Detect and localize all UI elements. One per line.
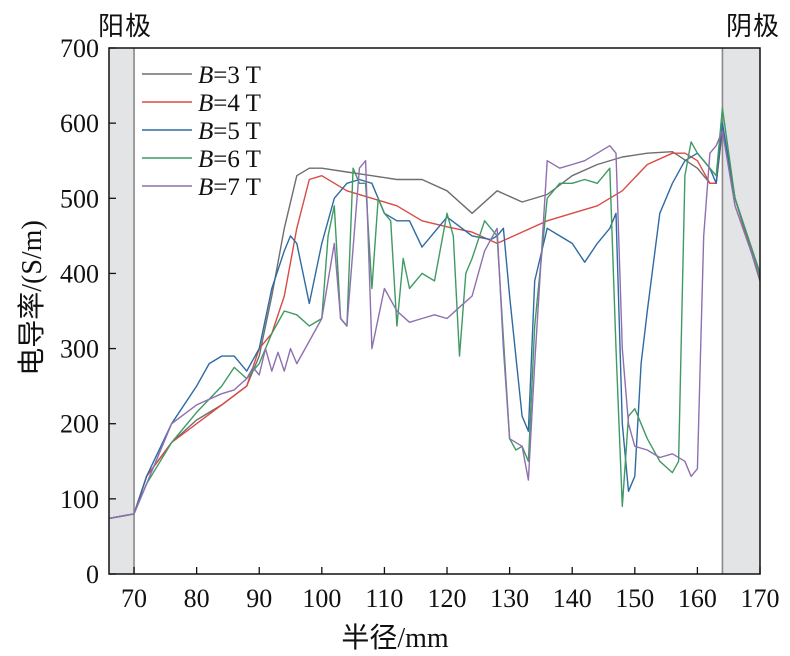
legend-label-3: B=6 T [198, 146, 261, 173]
ticks: 70 80 90 100 110 120 130 140 150 160 170 0 100 200 300… [60, 34, 780, 613]
y-tick-label-7: 700 [60, 34, 99, 63]
y-tick-label-0: 0 [86, 560, 99, 589]
region-1 [722, 48, 760, 574]
legend-label-1: B=4 T [198, 90, 261, 117]
region-0 [109, 48, 135, 574]
anode-region-label: 阳极 [98, 12, 153, 42]
series-line-3 [108, 107, 761, 520]
axes [108, 47, 761, 575]
y-tick-label-4: 400 [60, 259, 99, 288]
x-tick-label-8: 150 [615, 584, 654, 613]
x-tick-label-4: 110 [365, 584, 403, 613]
x-tick-label-10: 170 [741, 584, 780, 613]
x-tick-label-9: 160 [678, 584, 717, 613]
y-tick-label-2: 200 [60, 410, 99, 439]
cathode-region-label: 阴极 [725, 12, 780, 42]
x-axis-label: 半径/mm [341, 623, 449, 654]
legend-label-0: B=3 T [198, 62, 261, 89]
legend: B=3 TB=4 TB=5 TB=6 TB=7 T [142, 62, 261, 201]
y-axis-label: 电导率/(S/m) [17, 220, 48, 376]
x-tick-label-2: 90 [246, 584, 272, 613]
x-tick-label-3: 100 [302, 584, 341, 613]
y-tick-label-5: 500 [60, 184, 99, 213]
series-lines [108, 107, 761, 520]
x-tick-label-6: 130 [490, 584, 529, 613]
legend-label-2: B=5 T [198, 118, 261, 145]
x-tick-label-7: 140 [553, 584, 592, 613]
x-tick-label-1: 80 [184, 584, 210, 613]
legend-label-4: B=7 T [198, 174, 261, 201]
x-tick-label-5: 120 [428, 584, 467, 613]
y-tick-label-1: 100 [60, 485, 99, 514]
electrode-regions [109, 48, 760, 574]
x-tick-label-0: 70 [121, 584, 147, 613]
plot-frame [108, 47, 761, 575]
y-tick-label-6: 600 [60, 109, 99, 138]
y-tick-label-3: 300 [60, 335, 99, 364]
series-line-4 [108, 129, 761, 520]
